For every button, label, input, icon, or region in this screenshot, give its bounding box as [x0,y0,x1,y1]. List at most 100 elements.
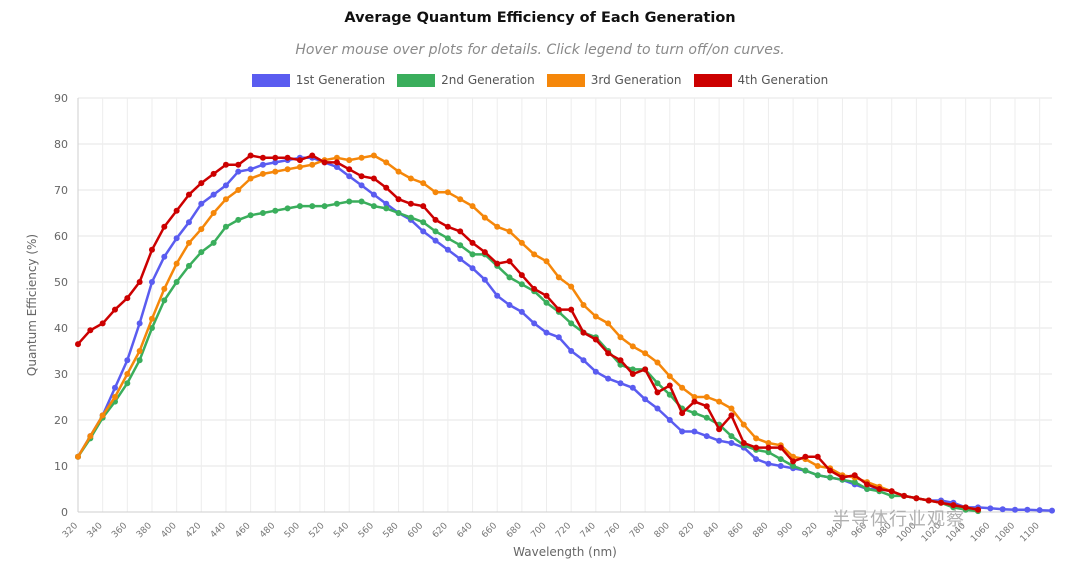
data-point-2nd-generation [272,207,279,214]
data-point-3rd-generation [642,350,649,357]
data-point-1st-generation [1024,506,1031,513]
data-point-1st-generation [518,308,525,315]
data-point-4th-generation [938,499,945,506]
data-point-1st-generation [432,237,439,244]
data-point-2nd-generation [469,251,476,258]
data-point-4th-generation [864,481,871,488]
data-point-3rd-generation [457,196,464,203]
data-point-4th-generation [420,203,427,210]
data-point-1st-generation [222,182,229,189]
data-point-2nd-generation [777,456,784,463]
data-point-1st-generation [531,320,538,327]
data-point-1st-generation [580,357,587,364]
data-point-4th-generation [469,239,476,246]
data-point-2nd-generation [358,198,365,205]
data-point-3rd-generation [703,394,710,400]
data-point-2nd-generation [444,235,451,242]
data-point-2nd-generation [802,467,809,474]
legend-label: 3rd Generation [590,73,682,87]
data-point-4th-generation [666,382,673,389]
data-point-4th-generation [568,306,575,313]
legend-item-1st-generation[interactable]: 1st Generation [251,73,385,87]
x-tick-label: 840 [702,521,721,540]
data-point-1st-generation [765,460,772,467]
legend-label: 2nd Generation [441,73,535,87]
series-line-3rd-generation [76,154,979,511]
data-point-2nd-generation [124,380,131,387]
data-point-4th-generation [395,196,402,203]
data-point-3rd-generation [469,203,476,210]
x-tick-label: 380 [135,521,154,540]
data-point-4th-generation [111,306,118,313]
data-point-4th-generation [580,329,587,336]
data-point-4th-generation [383,184,390,191]
data-point-2nd-generation [173,279,180,285]
data-point-2nd-generation [395,210,402,216]
data-point-1st-generation [173,235,180,242]
y-tick-label: 40 [54,322,68,335]
x-tick-label: 320 [61,521,80,540]
data-point-2nd-generation [568,320,575,327]
data-point-1st-generation [555,334,562,341]
data-point-4th-generation [136,279,143,285]
data-point-2nd-generation [827,474,834,481]
data-point-4th-generation [876,486,883,492]
chart-subtitle: Hover mouse over plots for details. Clic… [295,42,785,58]
data-point-3rd-generation [161,285,168,292]
data-point-2nd-generation [247,212,254,219]
data-point-3rd-generation [617,334,624,341]
data-point-1st-generation [703,433,710,440]
data-point-3rd-generation [506,228,513,235]
data-point-4th-generation [728,412,735,419]
data-point-4th-generation [494,260,501,267]
data-point-1st-generation [1049,507,1055,514]
data-point-4th-generation [975,506,982,513]
data-point-4th-generation [592,336,599,343]
x-tick-label: 420 [184,521,203,540]
data-point-3rd-generation [605,320,612,327]
data-point-1st-generation [333,164,340,170]
legend-item-3rd-generation[interactable]: 3rd Generation [546,73,682,87]
data-point-4th-generation [173,207,180,214]
data-point-4th-generation [407,200,414,207]
data-point-3rd-generation [198,226,205,233]
data-point-4th-generation [284,154,291,161]
data-point-2nd-generation [543,299,550,306]
data-point-1st-generation [111,384,118,391]
x-tick-label: 400 [160,521,179,540]
data-point-3rd-generation [259,170,266,177]
y-tick-label: 30 [54,368,68,381]
data-point-1st-generation [605,375,612,382]
data-point-1st-generation [617,380,624,387]
data-point-2nd-generation [888,492,895,499]
data-point-3rd-generation [592,313,599,320]
data-point-4th-generation [716,426,723,433]
data-point-4th-generation [309,152,316,159]
x-tick-label: 800 [653,521,672,540]
data-point-1st-generation [753,456,760,463]
data-point-3rd-generation [136,348,143,354]
data-point-3rd-generation [173,260,180,267]
data-point-4th-generation [272,154,279,161]
data-point-2nd-generation [851,479,858,486]
legend-item-4th-generation[interactable]: 4th Generation [693,73,828,87]
data-point-4th-generation [629,371,636,377]
data-point-4th-generation [210,170,217,177]
data-point-1st-generation [1012,506,1019,513]
legend-swatch [251,73,290,87]
data-point-3rd-generation [148,315,155,322]
data-point-3rd-generation [333,154,340,161]
data-point-4th-generation [925,497,932,504]
data-point-4th-generation [161,223,168,230]
x-tick-label: 640 [455,521,474,540]
legend-item-2nd-generation[interactable]: 2nd Generation [397,73,535,87]
data-point-3rd-generation [75,453,81,460]
data-point-3rd-generation [765,440,772,446]
watermark-text: 半导体行业观察 [832,509,965,530]
series-line-1st-generation [76,156,1053,512]
data-point-4th-generation [370,175,377,182]
data-point-1st-generation [543,329,550,336]
data-point-2nd-generation [457,242,464,249]
data-point-2nd-generation [259,210,266,216]
data-point-4th-generation [777,444,784,451]
